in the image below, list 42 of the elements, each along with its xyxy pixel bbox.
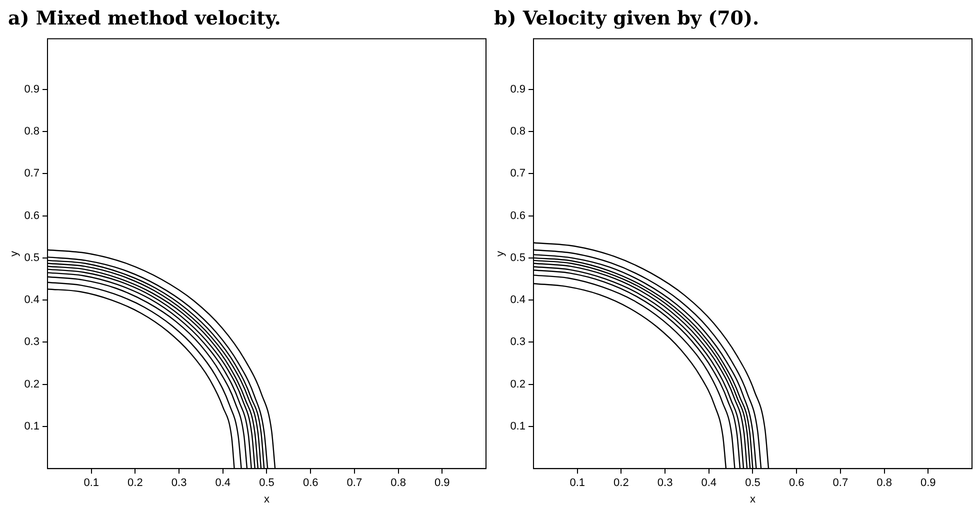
y-tick-label: 0.2 <box>24 378 40 390</box>
y-tick-label: 0.2 <box>510 378 526 390</box>
x-tick-label: 0.7 <box>832 477 848 490</box>
y-axis-title: y <box>494 250 507 256</box>
y-tick-label: 0.5 <box>24 252 40 264</box>
x-tick-label: 0.2 <box>128 477 143 490</box>
y-tick-label: 0.4 <box>24 294 40 306</box>
y-tick-label: 0.1 <box>510 420 526 432</box>
x-tick-label: 0.1 <box>570 477 585 490</box>
y-tick-label: 0.6 <box>24 210 40 222</box>
x-tick-label: 0.9 <box>434 477 450 490</box>
y-tick-label: 0.1 <box>24 420 40 432</box>
x-tick-label: 0.5 <box>745 477 760 490</box>
y-tick-label: 0.7 <box>510 168 526 180</box>
y-tick-label: 0.4 <box>510 294 526 306</box>
x-tick-label: 0.8 <box>876 477 892 490</box>
x-tick-label: 0.6 <box>788 477 804 490</box>
y-tick-label: 0.8 <box>24 126 40 138</box>
x-tick-label: 0.4 <box>701 477 717 490</box>
x-tick-label: 0.9 <box>920 477 936 490</box>
x-tick-label: 0.7 <box>346 477 362 490</box>
x-tick-label: 0.5 <box>259 477 274 490</box>
y-tick-label: 0.9 <box>510 83 526 96</box>
y-tick-label: 0.5 <box>510 252 526 264</box>
y-tick-label: 0.9 <box>24 83 40 96</box>
chart-title: a) Mixed method velocity. <box>8 7 281 30</box>
y-tick-label: 0.8 <box>510 126 526 138</box>
x-tick-label: 0.4 <box>215 477 231 490</box>
x-tick-label: 0.2 <box>614 477 629 490</box>
y-tick-label: 0.3 <box>510 336 526 348</box>
x-tick-label: 0.1 <box>84 477 99 490</box>
y-axis-title: y <box>8 250 21 256</box>
chart-title: b) Velocity given by (70). <box>494 7 760 30</box>
x-axis-title: x <box>264 493 270 506</box>
x-tick-label: 0.6 <box>302 477 318 490</box>
y-tick-label: 0.3 <box>24 336 40 348</box>
x-axis-title: x <box>750 493 756 506</box>
y-tick-label: 0.7 <box>24 168 40 180</box>
x-tick-label: 0.3 <box>657 477 673 490</box>
x-tick-label: 0.8 <box>390 477 406 490</box>
x-tick-label: 0.3 <box>171 477 187 490</box>
y-tick-label: 0.6 <box>510 210 526 222</box>
